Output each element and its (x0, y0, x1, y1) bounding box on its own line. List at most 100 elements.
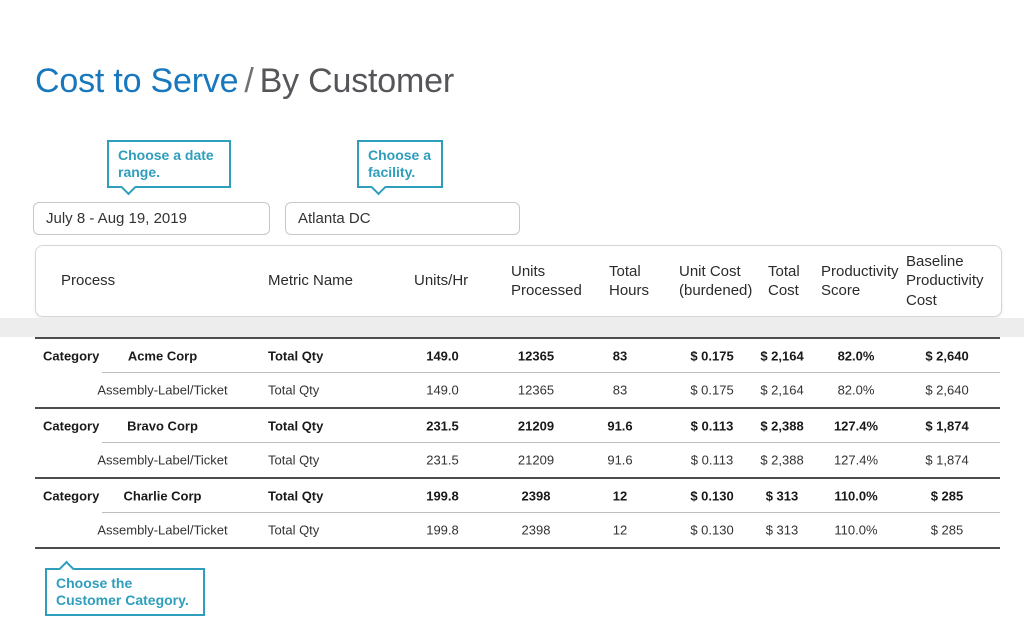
row-divider (102, 512, 1000, 513)
column-header-process: Process (61, 272, 116, 290)
tooltip-pointer-up (58, 560, 75, 576)
column-header-metric-name: Metric Name (268, 272, 354, 290)
cell-units-processed: 12365 (517, 382, 555, 398)
tooltip-pointer-down (120, 179, 137, 196)
cell-productivity: 127.4% (833, 452, 879, 468)
cell-metric-name: Total Qty (268, 452, 320, 468)
cell-unit-cost: $ 0.130 (690, 488, 734, 503)
header-separator-band (0, 318, 1024, 337)
tooltip-facility: Choose a facility. (357, 140, 443, 196)
cell-baseline-cost: $ 1,874 (925, 452, 969, 468)
cell-productivity: 127.4% (833, 418, 879, 433)
cell-units-processed: 21209 (517, 452, 555, 468)
table-row-customer-summary[interactable]: Category Charlie Corp Total Qty 199.8 23… (35, 479, 1000, 512)
cell-units-hr: 199.8 (426, 488, 459, 503)
column-header-unit-cost: Unit Cost (burdened) (679, 262, 753, 300)
cell-units-hr: 199.8 (426, 522, 459, 538)
column-header-total-cost: Total Cost (768, 262, 800, 300)
breadcrumb-by-customer: By Customer (259, 62, 454, 100)
cell-total-cost: $ 313 (765, 522, 799, 538)
cell-baseline-cost: $ 285 (930, 522, 964, 538)
cell-unit-cost: $ 0.130 (690, 522, 734, 538)
cell-process-name: Assembly-Label/Ticket (97, 452, 228, 468)
column-header-productivity-score: Productivity Score (821, 262, 899, 300)
table-row-process-detail[interactable]: Assembly-Label/Ticket Total Qty 199.8 23… (35, 513, 1000, 547)
cell-unit-cost: $ 0.175 (690, 382, 734, 398)
cell-baseline-cost: $ 2,640 (925, 348, 969, 363)
cell-total-cost: $ 2,164 (760, 382, 804, 398)
table-row-process-detail[interactable]: Assembly-Label/Ticket Total Qty 231.5 21… (35, 443, 1000, 477)
cell-units-processed: 12365 (517, 348, 555, 363)
customer-group: Category Charlie Corp Total Qty 199.8 23… (35, 477, 1000, 547)
cell-category[interactable]: Category (43, 348, 100, 363)
column-header-units-processed: Units Processed (511, 262, 582, 300)
customer-group: Category Bravo Corp Total Qty 231.5 2120… (35, 407, 1000, 477)
cell-metric-name: Total Qty (268, 382, 320, 398)
cell-productivity: 82.0% (837, 348, 875, 363)
cell-baseline-cost: $ 2,640 (925, 382, 969, 398)
cell-unit-cost: $ 0.113 (690, 452, 734, 468)
row-divider (35, 407, 1000, 409)
cell-metric-name: Total Qty (268, 418, 324, 433)
cell-units-processed: 21209 (517, 418, 555, 433)
cell-process-name: Assembly-Label/Ticket (97, 522, 228, 538)
breadcrumb-cost-to-serve[interactable]: Cost to Serve (35, 62, 239, 100)
tooltip-customer-category: Choose the Customer Category. (45, 560, 205, 616)
tooltip-customer-category-text: Choose the Customer Category. (56, 575, 189, 608)
breadcrumb-separator: / (244, 62, 254, 100)
page-title: Cost to Serve / By Customer (35, 62, 454, 101)
cell-category[interactable]: Category (43, 418, 100, 433)
cell-unit-cost: $ 0.113 (690, 418, 734, 433)
row-divider (35, 477, 1000, 479)
row-divider (102, 442, 1000, 443)
cell-productivity: 110.0% (834, 488, 878, 503)
date-range-input[interactable] (33, 202, 270, 235)
cell-total-hours: 91.6 (607, 452, 633, 468)
cell-units-hr: 149.0 (426, 382, 459, 398)
cell-baseline-cost: $ 285 (930, 488, 964, 503)
column-header-units-hr: Units/Hr (414, 272, 469, 290)
cell-customer-name: Acme Corp (127, 348, 198, 363)
cell-category[interactable]: Category (43, 488, 100, 503)
cell-total-cost: $ 313 (765, 488, 799, 503)
row-divider (35, 337, 1000, 339)
cell-total-hours: 83 (612, 382, 628, 398)
tooltip-pointer-down (370, 179, 387, 196)
cell-productivity: 110.0% (834, 522, 878, 538)
cost-table: Category Acme Corp Total Qty 149.0 12365… (35, 337, 1000, 549)
column-header-baseline-productivity-cost: Baseline Productivity Cost (906, 252, 984, 309)
cell-total-cost: $ 2,164 (760, 348, 804, 363)
column-header-total-hours: Total Hours (609, 262, 650, 300)
cell-baseline-cost: $ 1,874 (925, 418, 969, 433)
cell-customer-name: Bravo Corp (127, 418, 198, 433)
cell-productivity: 82.0% (837, 382, 875, 398)
table-bottom-divider (35, 547, 1000, 549)
facility-input[interactable] (285, 202, 520, 235)
table-header-card: Process Metric Name Units/Hr Units Proce… (35, 245, 1002, 317)
cell-units-processed: 2398 (521, 488, 551, 503)
tooltip-facility-text: Choose a facility. (368, 147, 432, 180)
tooltip-date-range: Choose a date range. (107, 140, 231, 196)
cell-unit-cost: $ 0.175 (690, 348, 734, 363)
cell-total-hours: 91.6 (607, 418, 633, 433)
cell-metric-name: Total Qty (268, 348, 324, 363)
tooltip-date-range-text: Choose a date range. (118, 147, 214, 180)
cell-units-hr: 231.5 (426, 418, 459, 433)
table-row-process-detail[interactable]: Assembly-Label/Ticket Total Qty 149.0 12… (35, 373, 1000, 407)
table-row-customer-summary[interactable]: Category Bravo Corp Total Qty 231.5 2120… (35, 409, 1000, 442)
cell-total-cost: $ 2,388 (760, 452, 804, 468)
cell-customer-name: Charlie Corp (123, 488, 202, 503)
cell-units-processed: 2398 (521, 522, 551, 538)
customer-group: Category Acme Corp Total Qty 149.0 12365… (35, 337, 1000, 407)
cell-total-hours: 12 (612, 522, 628, 538)
cell-total-hours: 83 (612, 348, 628, 363)
cell-metric-name: Total Qty (268, 522, 320, 538)
row-divider (102, 372, 1000, 373)
cell-total-hours: 12 (612, 488, 628, 503)
cell-process-name: Assembly-Label/Ticket (97, 382, 228, 398)
cell-metric-name: Total Qty (268, 488, 324, 503)
table-row-customer-summary[interactable]: Category Acme Corp Total Qty 149.0 12365… (35, 339, 1000, 372)
cell-units-hr: 149.0 (426, 348, 459, 363)
cell-units-hr: 231.5 (426, 452, 459, 468)
